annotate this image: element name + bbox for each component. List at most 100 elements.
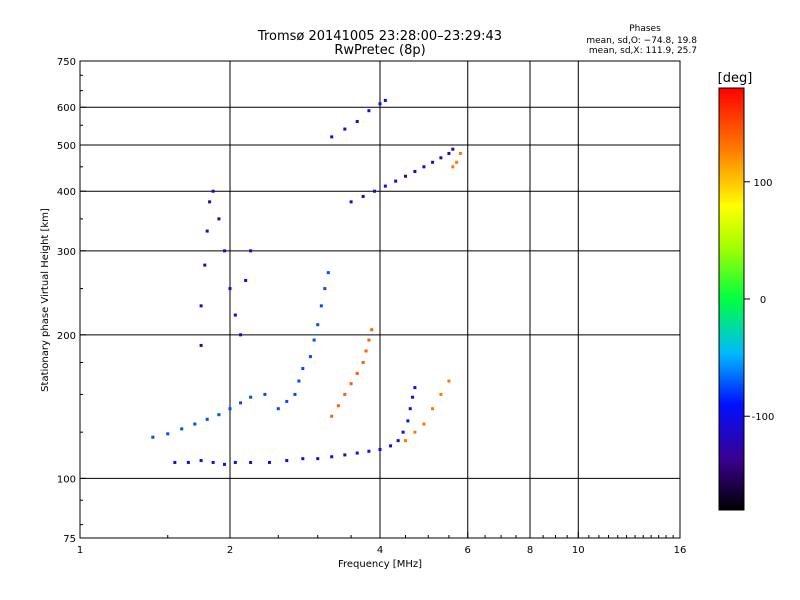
data-point <box>401 430 405 434</box>
data-point <box>458 151 462 155</box>
data-point <box>403 174 407 178</box>
y-tick-label: 100 <box>57 474 76 485</box>
y-axis-label: Stationary phase Virtual Height [km] <box>40 208 51 392</box>
data-point <box>316 457 320 461</box>
data-point <box>285 459 289 463</box>
colorbar <box>718 87 745 511</box>
data-point <box>211 189 215 193</box>
data-point <box>330 135 334 139</box>
data-point <box>297 379 301 383</box>
data-point <box>312 338 316 342</box>
data-point <box>151 435 155 439</box>
data-point <box>293 392 297 396</box>
data-point <box>406 419 410 423</box>
data-point <box>396 439 400 443</box>
data-point <box>180 427 184 431</box>
data-point <box>199 343 203 347</box>
data-point <box>413 430 417 434</box>
data-point <box>205 417 209 421</box>
x-tick-label: 1 <box>77 545 83 556</box>
chart-subtitle: RwPretec (8p) <box>334 43 425 58</box>
data-point <box>343 392 347 396</box>
x-tick-label: 4 <box>377 545 383 556</box>
phases-mean-x: mean, sd,X: 111.9, 25.7 <box>589 46 697 56</box>
data-point <box>217 413 221 417</box>
phases-title: Phases <box>629 24 661 34</box>
data-point <box>408 407 412 411</box>
data-point <box>319 304 323 308</box>
data-point <box>263 392 267 396</box>
data-point <box>228 287 232 291</box>
data-point <box>199 304 203 308</box>
x-tick-label: 6 <box>465 545 471 556</box>
data-point <box>343 453 347 457</box>
data-point <box>373 189 377 193</box>
y-tick-label: 750 <box>57 57 76 68</box>
colorbar-tick-label: 0 <box>760 295 766 306</box>
data-point <box>343 127 347 131</box>
data-points <box>151 98 462 466</box>
data-point <box>223 249 227 253</box>
data-point <box>411 395 415 399</box>
data-point <box>383 98 387 102</box>
data-point <box>451 165 455 169</box>
data-point <box>361 194 365 198</box>
data-point <box>349 200 353 204</box>
data-point <box>233 460 237 464</box>
data-point <box>422 422 426 426</box>
data-point <box>276 407 280 411</box>
y-ticks: 75 100 200 300 400 500 600 750 <box>57 57 86 545</box>
x-tick-label: 8 <box>527 545 533 556</box>
data-point <box>431 407 435 411</box>
data-point <box>228 407 232 411</box>
data-point <box>361 360 365 364</box>
data-point <box>249 395 253 399</box>
data-point <box>193 422 197 426</box>
data-point <box>308 355 312 359</box>
data-point <box>249 249 253 253</box>
data-point <box>301 366 305 370</box>
data-point <box>205 229 209 233</box>
data-point <box>413 169 417 173</box>
y-tick-label: 200 <box>57 331 76 342</box>
data-point <box>267 460 271 464</box>
data-point <box>208 200 212 204</box>
x-ticks: 1 2 4 6 8 10 16 <box>77 532 686 556</box>
data-point <box>355 120 359 124</box>
data-point <box>355 451 359 455</box>
data-point <box>316 323 320 327</box>
data-point <box>285 399 289 403</box>
data-point <box>403 439 407 443</box>
data-point <box>249 460 253 464</box>
data-point <box>367 109 371 113</box>
data-point <box>211 460 215 464</box>
data-point <box>244 278 248 282</box>
data-point <box>349 382 353 386</box>
data-point <box>173 460 177 464</box>
data-point <box>447 151 451 155</box>
data-point <box>217 217 221 221</box>
data-point <box>330 455 334 459</box>
data-point <box>166 432 170 436</box>
data-point <box>447 379 451 383</box>
data-point <box>394 179 398 183</box>
data-point <box>355 371 359 375</box>
data-point <box>422 165 426 169</box>
data-point <box>186 460 190 464</box>
y-tick-label: 600 <box>57 103 76 114</box>
data-point <box>223 462 227 466</box>
data-point <box>378 102 382 106</box>
data-point <box>439 392 443 396</box>
data-point <box>455 160 459 164</box>
data-point <box>199 459 203 463</box>
colorbar-tick-label: -100 <box>752 412 775 423</box>
data-point <box>239 401 243 405</box>
data-point <box>364 349 368 353</box>
phases-mean-o: mean, sd,O: −74.8, 19.8 <box>586 36 697 46</box>
data-point <box>367 449 371 453</box>
data-point <box>323 287 327 291</box>
data-point <box>370 328 374 332</box>
data-point <box>367 338 371 342</box>
x-tick-label: 10 <box>572 545 585 556</box>
data-point <box>203 263 207 267</box>
